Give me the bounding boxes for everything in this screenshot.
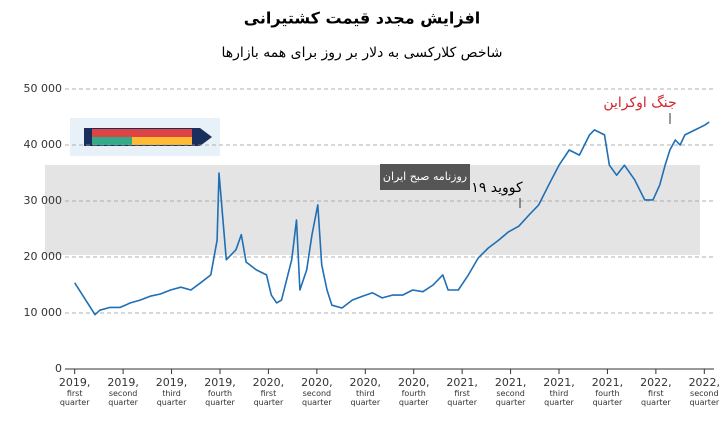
watermark: روزنامه صبح ایران (383, 170, 467, 183)
x-tick-label: 2019, third quarter (155, 376, 188, 407)
y-tick-label: 50 000 (24, 82, 63, 95)
y-tick-label: 0 (55, 362, 62, 375)
annotation: کووید ۱۹ (471, 180, 523, 196)
y-tick-label: 30 000 (24, 194, 63, 207)
x-tick-label: 2021, fourth quarter (591, 376, 624, 407)
x-tick-label: 2021, third quarter (543, 376, 575, 407)
y-tick-label: 40 000 (24, 138, 63, 151)
x-tick-label: 2021, second quarter (494, 376, 527, 407)
ship-icon (70, 118, 220, 156)
line (74, 121, 710, 316)
x-tick-label: 2020, second quarter (301, 376, 333, 407)
band (45, 165, 700, 255)
x-tick-label: 2022, second quarter (688, 376, 721, 407)
x-tick-label: 2022, first quarter (640, 376, 672, 407)
y-tick-label: 20 000 (24, 250, 63, 263)
watermark-box (380, 164, 470, 190)
x-tick-label: 2019, fourth quarter (204, 376, 236, 407)
x-tick-label: 2020, fourth quarter (397, 376, 430, 407)
x-tick-label: 2019, first quarter (58, 376, 91, 407)
x-tick-label: 2021, first quarter (446, 376, 478, 407)
x-tick-label: 2019, second quarter (107, 376, 139, 407)
y-tick-label: 10 000 (24, 306, 63, 319)
chart-subtitle: شاخص کلارکسی به دلار بر روز برای همه باز… (222, 45, 503, 61)
x-tick-label: 2020, first quarter (252, 376, 285, 407)
annotation: جنگ اوکراین (603, 94, 676, 111)
chart-title: افزایش مجدد قیمت کشتیرانی (244, 9, 481, 28)
x-tick-label: 2020, third quarter (349, 376, 382, 407)
